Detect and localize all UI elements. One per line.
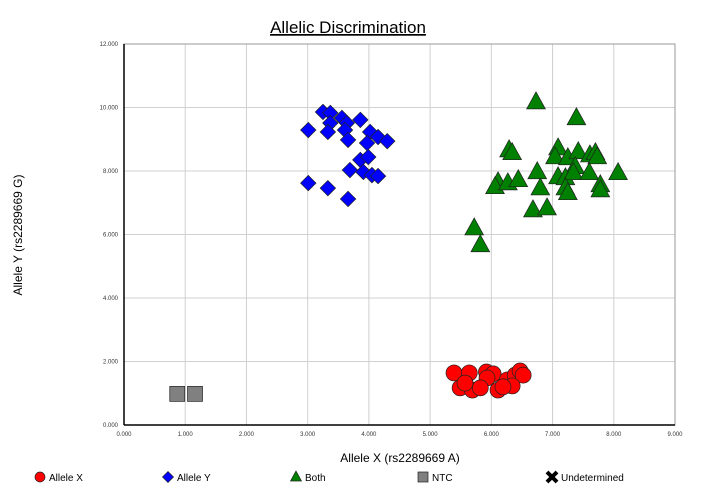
- x-axis-label: Allele X (rs2289669 A): [340, 451, 459, 465]
- y-tick-label: 2.000: [103, 360, 119, 366]
- x-tick-label: 5.000: [423, 432, 439, 438]
- allele-x-point: [514, 366, 532, 384]
- allele-y-point: [360, 148, 377, 166]
- grid: [123, 43, 676, 426]
- x-tick-label: 9.000: [667, 432, 683, 438]
- legend-label: Both: [305, 473, 326, 484]
- y-axis-label: Allele Y (rs2289669 G): [11, 175, 25, 296]
- ntc-point: [187, 386, 203, 402]
- undetermined-legend-icon-stroke: [545, 470, 559, 484]
- both-point: [568, 141, 589, 160]
- legend-item-allele-y: Allele Y: [162, 471, 211, 484]
- both-point: [526, 91, 546, 110]
- both-point: [545, 146, 565, 165]
- ntc-point: [169, 386, 186, 402]
- y-tick-label: 8.000: [103, 169, 119, 175]
- both-point: [464, 217, 485, 236]
- allele-x-point: [494, 378, 512, 396]
- allele-y-point: [339, 190, 357, 208]
- legend-item-both: Both: [289, 470, 326, 484]
- x-tick-label: 8.000: [606, 432, 622, 438]
- x-tick-label: 2.000: [239, 432, 255, 438]
- allele-y-point: [379, 132, 396, 150]
- both-point: [563, 161, 584, 181]
- allele-x-point: [471, 379, 489, 397]
- allele-y-point: [369, 167, 387, 185]
- allele-y-point: [341, 161, 359, 179]
- y-tick-label: 12.000: [100, 42, 119, 48]
- both-point: [470, 234, 491, 253]
- both-point: [590, 179, 611, 198]
- allele-y-legend-icon: [162, 471, 174, 483]
- both-point: [530, 177, 551, 196]
- x-tick-label: 0.000: [116, 432, 132, 438]
- y-tick-label: 0.000: [103, 423, 119, 429]
- x-tick-label: 3.000: [300, 432, 316, 438]
- ntc-legend-icon: [417, 471, 429, 483]
- x-tick-label: 1.000: [178, 432, 194, 438]
- both-point: [508, 168, 529, 188]
- x-tick-label: 4.000: [361, 432, 377, 438]
- legend-label: Allele Y: [177, 473, 211, 484]
- allele-y-point: [319, 179, 337, 197]
- both-point: [579, 161, 600, 181]
- legend-label: Allele X: [49, 473, 83, 484]
- both-point: [502, 141, 523, 161]
- allele-x-point: [456, 374, 474, 392]
- x-tick-label: 7.000: [545, 432, 561, 438]
- both-legend-icon: [289, 470, 303, 482]
- y-tick-label: 4.000: [103, 296, 119, 302]
- axis-ticks: 0.000 1.000 2.000 3.000 4.000 5.000 6.000 7.000…: [100, 42, 684, 438]
- undetermined-legend-icon: [545, 470, 559, 484]
- both-point: [608, 161, 629, 181]
- both-point: [523, 199, 543, 218]
- data-points: [169, 91, 629, 402]
- allele-y-point: [300, 121, 317, 139]
- y-tick-label: 6.000: [103, 233, 119, 239]
- both-point: [566, 107, 587, 126]
- allele-x-legend-icon: [34, 471, 46, 483]
- allele-y-point: [339, 131, 357, 149]
- allele-y-point: [352, 111, 369, 129]
- both-point: [537, 197, 557, 216]
- y-tick-label: 10.000: [100, 106, 119, 112]
- chart-title: Allelic Discrimination: [270, 18, 426, 37]
- both-point: [587, 146, 608, 165]
- allele-y-point: [300, 174, 317, 192]
- legend-item-allele-x: Allele X: [34, 471, 83, 484]
- legend: Allele X Allele Y Both NTC Undetermined: [34, 470, 624, 484]
- both-point: [557, 181, 578, 201]
- allele-y-point: [319, 123, 337, 141]
- x-tick-label: 6.000: [484, 432, 500, 438]
- legend-label: Undetermined: [561, 473, 624, 484]
- legend-item-undetermined: Undetermined: [545, 470, 624, 484]
- legend-label: NTC: [432, 473, 453, 484]
- legend-item-ntc: NTC: [417, 471, 453, 484]
- both-point: [527, 161, 548, 180]
